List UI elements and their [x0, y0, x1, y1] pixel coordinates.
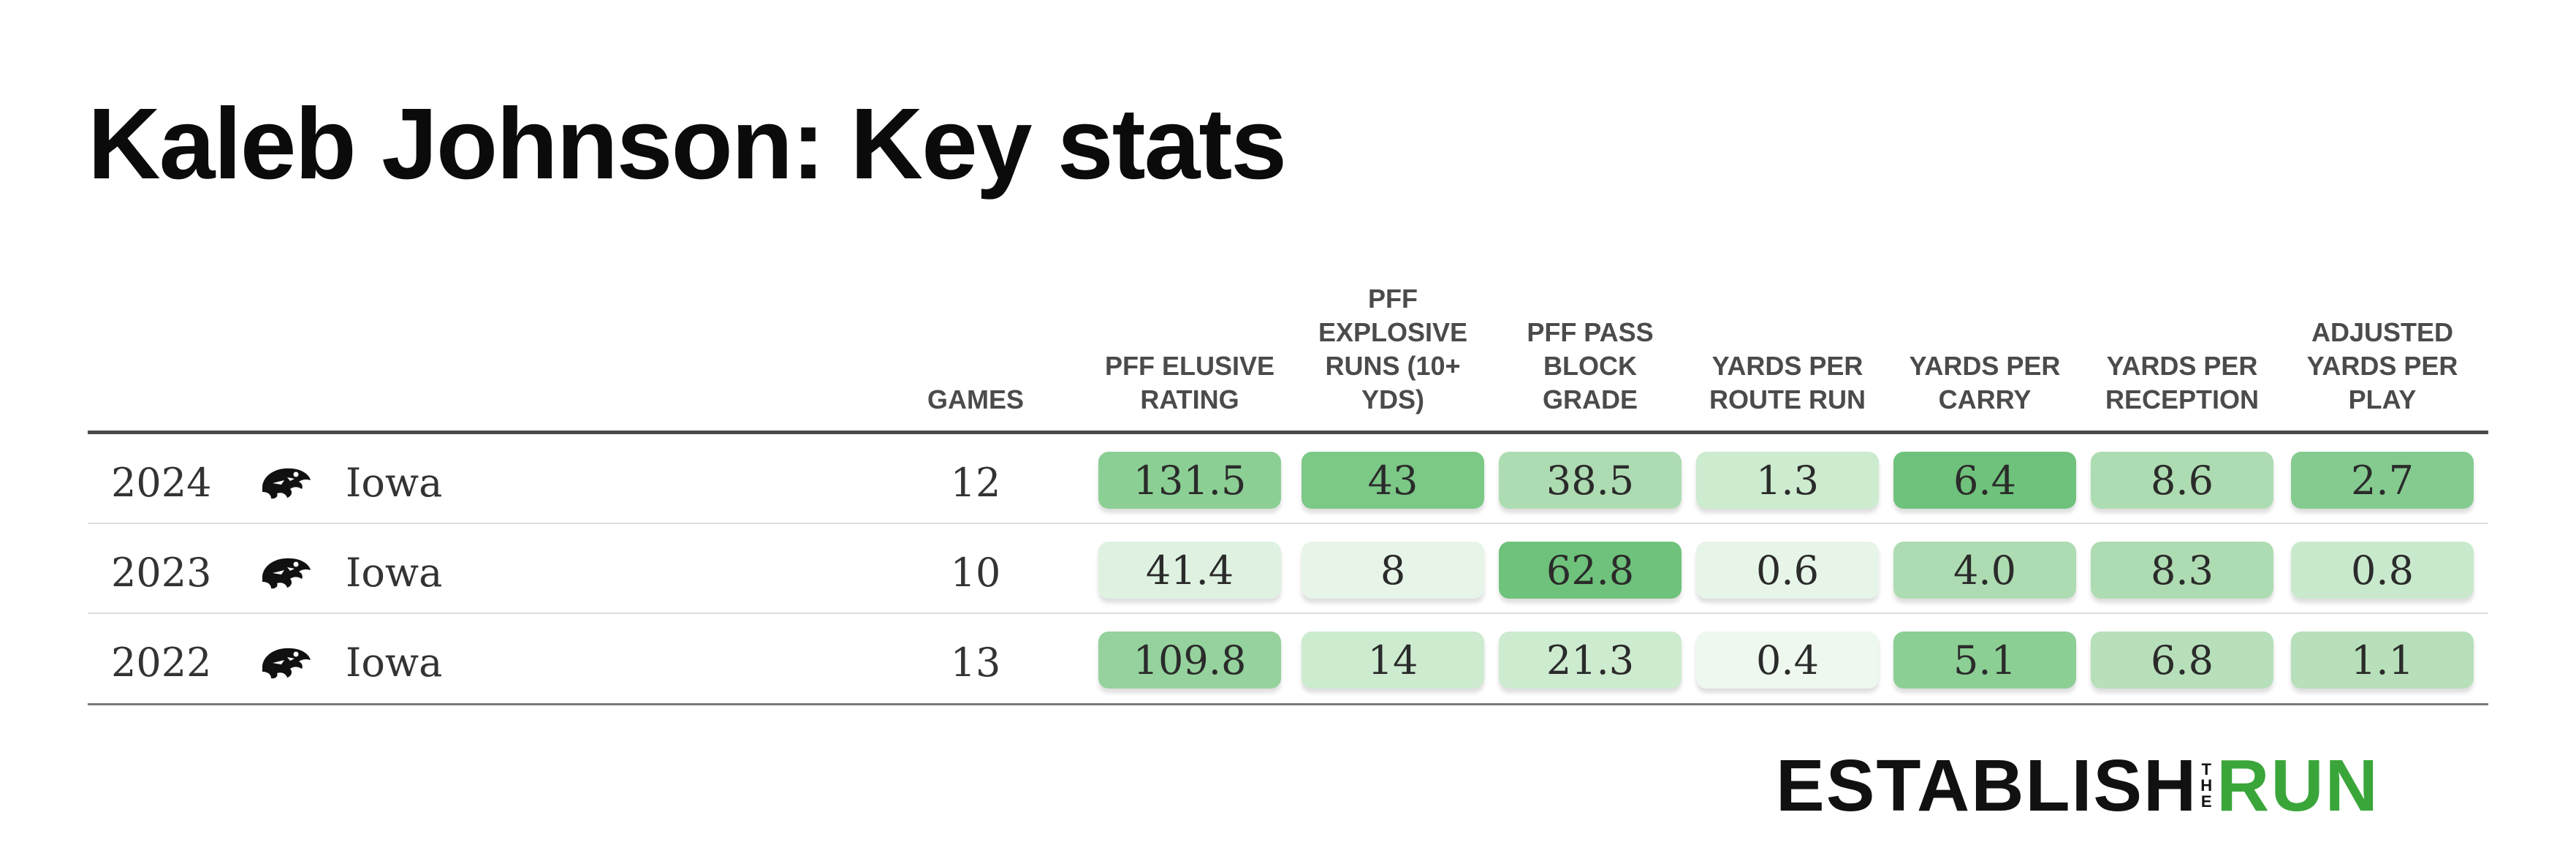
brand-part1: ESTABLISH: [1776, 745, 2198, 827]
column-header: PFF PASS BLOCK GRADE: [1527, 317, 1654, 414]
team-name: Iowa: [346, 639, 443, 686]
column-header: GAMES: [927, 384, 1024, 414]
iowa-hawkeye-icon: [259, 464, 312, 501]
stat-cell: 8.3: [2091, 542, 2273, 599]
games-value: 12: [950, 459, 1001, 506]
chart-title: Kaleb Johnson: Key stats: [88, 88, 1287, 200]
stat-cell: 109.8: [1098, 632, 1281, 689]
team-name: Iowa: [346, 459, 443, 506]
stat-cell: 1.3: [1696, 452, 1879, 509]
stat-cell: 14: [1302, 632, 1484, 689]
iowa-hawkeye-icon: [259, 554, 312, 591]
column-header: PFF ELUSIVE RATING: [1104, 351, 1275, 414]
games-value: 10: [950, 549, 1001, 596]
stat-cell: 41.4: [1098, 542, 1281, 599]
stat-cell: 131.5: [1098, 452, 1281, 509]
row-divider: [88, 523, 2488, 524]
stat-cell: 4.0: [1893, 542, 2076, 599]
stat-cell: 1.1: [2291, 632, 2474, 689]
iowa-hawkeye-icon: [259, 644, 312, 680]
stat-cell: 2.7: [2291, 452, 2474, 509]
season-year: 2024: [111, 459, 212, 506]
column-header: ADJUSTED YARDS PER PLAY: [2306, 317, 2458, 414]
stat-cell: 0.4: [1696, 632, 1879, 689]
season-year: 2022: [111, 639, 212, 686]
stat-cell: 0.8: [2291, 542, 2474, 599]
stat-cell: 43: [1302, 452, 1484, 509]
column-header: YARDS PER CARRY: [1909, 351, 2061, 414]
stat-cell: 6.4: [1893, 452, 2076, 509]
column-header: YARDS PER ROUTE RUN: [1709, 351, 1866, 414]
column-header: PFF EXPLOSIVE RUNS (10+ YDS): [1318, 284, 1468, 414]
row-divider: [88, 613, 2488, 614]
season-year: 2023: [111, 549, 212, 596]
stat-cell: 5.1: [1893, 632, 2076, 689]
stat-cell: 8: [1302, 542, 1484, 599]
team-name: Iowa: [346, 549, 443, 596]
stat-cell: 21.3: [1499, 632, 1682, 689]
table-bottom-rule: [88, 703, 2488, 705]
games-value: 13: [950, 639, 1001, 686]
stat-cell: 8.6: [2091, 452, 2273, 509]
stat-cell: 62.8: [1499, 542, 1682, 599]
stat-cell: 38.5: [1499, 452, 1682, 509]
brand-part2: RUN: [2216, 745, 2379, 827]
header-rule: [88, 431, 2488, 434]
stat-cell: 0.6: [1696, 542, 1879, 599]
stat-cell: 6.8: [2091, 632, 2273, 689]
column-header: YARDS PER RECEPTION: [2105, 351, 2260, 414]
